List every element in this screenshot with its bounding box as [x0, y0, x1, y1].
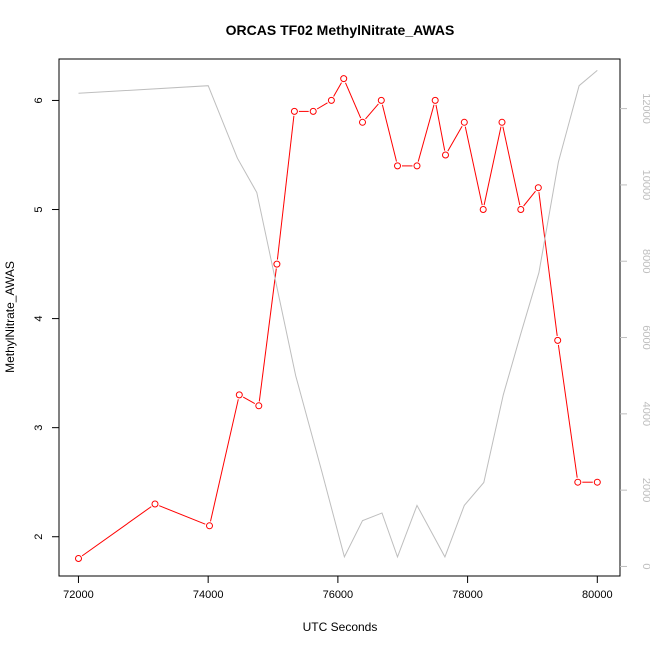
data-point	[479, 206, 487, 213]
y-axis-label: MethylNitrate_AWAS	[3, 261, 17, 373]
data-point	[534, 184, 542, 192]
series-segment	[276, 115, 295, 260]
y2-tick-label: 6000	[640, 325, 650, 349]
y2-tick-label: 4000	[640, 402, 650, 426]
data-point	[340, 75, 348, 83]
y2-tick-label: 0	[640, 563, 650, 569]
data-point	[431, 96, 439, 104]
chart-title: ORCAS TF02 MethylNitrate_AWAS	[226, 22, 455, 38]
y-tick-label: 5	[33, 206, 45, 212]
x-tick-label: 74000	[193, 589, 224, 601]
series-line-1	[78, 70, 598, 559]
series-segment	[81, 506, 152, 557]
x-tick-label: 80000	[582, 589, 613, 601]
y-axis-left: 2 3 4 5 6	[33, 97, 59, 540]
series-segment	[538, 192, 558, 336]
series-segment	[447, 125, 463, 152]
data-point	[517, 206, 525, 213]
data-point	[75, 555, 82, 562]
y2-tick-label: 2000	[640, 478, 650, 502]
data-point	[460, 118, 468, 126]
x-tick-label: 76000	[323, 589, 354, 601]
series-segment	[210, 399, 239, 522]
x-axis: 72000 74000 76000 78000 80000	[63, 576, 613, 601]
y-tick-label: 2	[33, 534, 45, 540]
y-tick-label: 6	[33, 97, 45, 103]
series-segment	[502, 126, 521, 206]
data-point	[290, 107, 298, 115]
data-point	[206, 522, 213, 530]
data-point	[235, 391, 243, 399]
y2-tick-label: 10000	[640, 170, 650, 201]
data-point	[151, 500, 159, 508]
series-segment	[523, 190, 536, 207]
data-point	[593, 478, 601, 486]
series-segment	[316, 102, 328, 110]
data-point	[327, 96, 335, 104]
data-point	[394, 162, 401, 170]
y2-tick-label: 12000	[640, 93, 650, 124]
x-tick-label: 78000	[452, 589, 483, 601]
series-segment	[242, 396, 256, 405]
data-point	[309, 107, 317, 115]
y-axis-right: 0 2000 4000 6000 8000 10000 12000	[620, 93, 650, 570]
series-segment	[557, 344, 578, 478]
data-point	[442, 151, 449, 159]
series-segment	[333, 82, 342, 97]
data-point	[255, 402, 263, 410]
series-segment	[159, 505, 206, 525]
series-segment	[365, 103, 379, 120]
data-point	[377, 96, 385, 104]
data-point	[574, 478, 582, 486]
series-segment	[417, 104, 435, 162]
plot-frame	[58, 58, 621, 577]
series-segment	[483, 126, 502, 206]
y-tick-label: 4	[33, 316, 45, 322]
series-segment	[381, 104, 397, 162]
x-axis-label: UTC Seconds	[303, 620, 378, 634]
series-layer	[75, 70, 601, 562]
y2-tick-label: 8000	[640, 249, 650, 273]
series-segment	[345, 82, 362, 119]
data-point	[359, 118, 366, 126]
data-point	[413, 162, 421, 170]
series-segment	[464, 126, 483, 206]
data-point	[273, 260, 281, 268]
data-point	[554, 336, 562, 344]
y-tick-label: 3	[33, 425, 45, 431]
x-tick-label: 72000	[63, 589, 94, 601]
data-point	[498, 118, 506, 126]
series-segment	[435, 104, 446, 151]
series-segment	[258, 268, 277, 402]
